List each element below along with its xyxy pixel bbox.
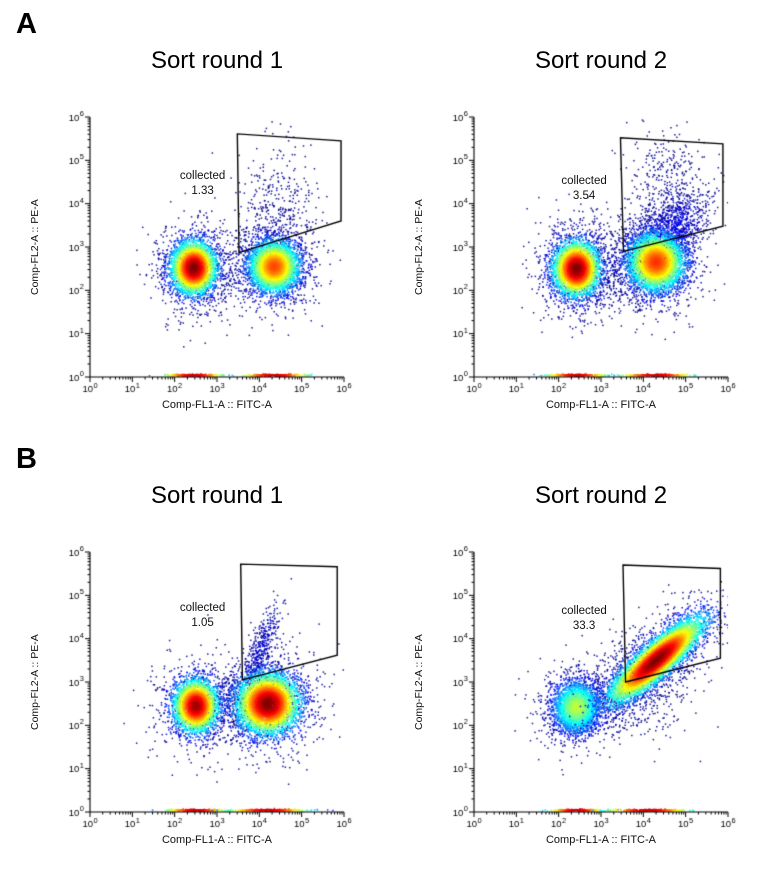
plot-b1: Sort round 1 Comp-FL2-A :: PE-A collecte… [28, 482, 354, 846]
plot-b1-y-axis-label: Comp-FL2-A :: PE-A [29, 634, 41, 730]
plot-b2-x-axis-label: Comp-FL1-A :: FITC-A [545, 834, 657, 846]
gate-label-text: collected [179, 602, 226, 615]
plot-b2-body: Comp-FL2-A :: PE-A collected 33.3 Comp-F… [412, 544, 738, 846]
plot-b2-canvas-wrap: collected 33.3 [426, 544, 738, 832]
plot-a1-gate-label: collected 1.33 [180, 169, 225, 199]
panel-a-row: Sort round 1 Comp-FL2-A :: PE-A collecte… [0, 47, 766, 411]
plot-b1-scatter-canvas [42, 544, 354, 832]
plot-b1-canvas-wrap: collected 1.05 [42, 544, 354, 832]
plot-a1-scatter-canvas [42, 109, 354, 397]
gate-percentage: 1.05 [191, 617, 214, 630]
plot-a2-y-axis-label: Comp-FL2-A :: PE-A [413, 199, 425, 295]
plot-a2-body: Comp-FL2-A :: PE-A collected 3.54 Comp-F… [412, 109, 738, 411]
plot-a1-y-axis-label: Comp-FL2-A :: PE-A [29, 199, 41, 295]
gate-label-text: collected [179, 169, 226, 182]
plot-a2-title: Sort round 2 [534, 47, 668, 74]
plot-a1: Sort round 1 Comp-FL2-A :: PE-A collecte… [28, 47, 354, 411]
plot-a2-scatter-canvas [426, 109, 738, 397]
plot-b2-gate-label: collected 33.3 [561, 604, 606, 634]
plot-a1-canvas-wrap: collected 1.33 [42, 109, 354, 397]
gate-label-text: collected [561, 174, 607, 187]
gate-percentage: 3.54 [572, 189, 596, 202]
plot-b1-x-axis-label: Comp-FL1-A :: FITC-A [161, 834, 273, 846]
panel-b-row: Sort round 1 Comp-FL2-A :: PE-A collecte… [0, 482, 766, 846]
panel-b: B Sort round 1 Comp-FL2-A :: PE-A collec… [0, 445, 766, 846]
flow-cytometry-figure: A Sort round 1 Comp-FL2-A :: PE-A collec… [0, 10, 766, 846]
plot-b1-body: Comp-FL2-A :: PE-A collected 1.05 Comp-F… [28, 544, 354, 846]
plot-a2-canvas-wrap: collected 3.54 [426, 109, 738, 397]
gate-label-text: collected [561, 604, 607, 617]
plot-b2: Sort round 2 Comp-FL2-A :: PE-A collecte… [412, 482, 738, 846]
gate-percentage: 1.33 [191, 184, 214, 197]
plot-b2-y-axis-label: Comp-FL2-A :: PE-A [413, 634, 425, 730]
plot-b2-title: Sort round 2 [534, 482, 668, 509]
plot-a1-body: Comp-FL2-A :: PE-A collected 1.33 Comp-F… [28, 109, 354, 411]
plot-b1-title: Sort round 1 [150, 482, 284, 509]
plot-a1-x-axis-label: Comp-FL1-A :: FITC-A [161, 399, 273, 411]
plot-b1-gate-label: collected 1.05 [180, 601, 225, 631]
plot-b2-scatter-canvas [426, 544, 738, 832]
panel-a: A Sort round 1 Comp-FL2-A :: PE-A collec… [0, 10, 766, 411]
plot-a2: Sort round 2 Comp-FL2-A :: PE-A collecte… [412, 47, 738, 411]
panel-a-label: A [16, 8, 37, 40]
plot-a1-title: Sort round 1 [150, 47, 284, 74]
panel-b-label: B [16, 443, 37, 475]
plot-a2-gate-label: collected 3.54 [561, 174, 606, 204]
gate-percentage: 33.3 [572, 619, 596, 632]
plot-a2-x-axis-label: Comp-FL1-A :: FITC-A [545, 399, 657, 411]
